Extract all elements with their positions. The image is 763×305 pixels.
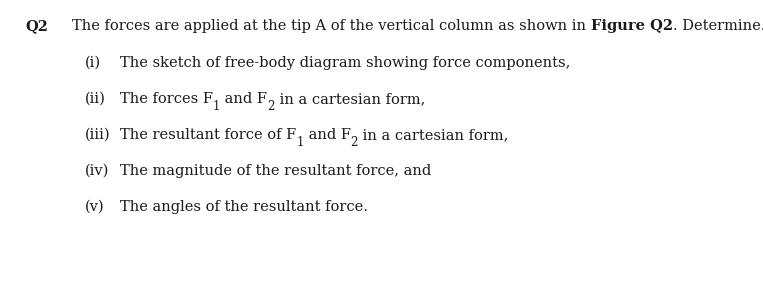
Text: The forces are applied at the tip A of the vertical column as shown in: The forces are applied at the tip A of t… bbox=[72, 19, 591, 33]
Text: The angles of the resultant force.: The angles of the resultant force. bbox=[120, 200, 368, 214]
Text: . Determine.: . Determine. bbox=[673, 19, 763, 33]
Text: Figure Q2: Figure Q2 bbox=[591, 19, 673, 33]
Text: The sketch of free-body diagram showing force components,: The sketch of free-body diagram showing … bbox=[120, 56, 571, 70]
Text: Q2: Q2 bbox=[25, 19, 48, 33]
Text: 1: 1 bbox=[296, 136, 304, 149]
Text: 2: 2 bbox=[267, 100, 275, 113]
Text: 2: 2 bbox=[351, 136, 358, 149]
Text: and F: and F bbox=[304, 128, 351, 142]
Text: (iv): (iv) bbox=[85, 164, 109, 178]
Text: in a cartesian form,: in a cartesian form, bbox=[275, 92, 425, 106]
Text: (iii): (iii) bbox=[85, 128, 111, 142]
Text: The resultant force of F: The resultant force of F bbox=[120, 128, 296, 142]
Text: (ii): (ii) bbox=[85, 92, 106, 106]
Text: 1: 1 bbox=[213, 100, 221, 113]
Text: The magnitude of the resultant force, and: The magnitude of the resultant force, an… bbox=[120, 164, 431, 178]
Text: (v): (v) bbox=[85, 200, 105, 214]
Text: (i): (i) bbox=[85, 56, 101, 70]
Text: in a cartesian form,: in a cartesian form, bbox=[358, 128, 508, 142]
Text: The forces F: The forces F bbox=[120, 92, 213, 106]
Text: and F: and F bbox=[221, 92, 267, 106]
